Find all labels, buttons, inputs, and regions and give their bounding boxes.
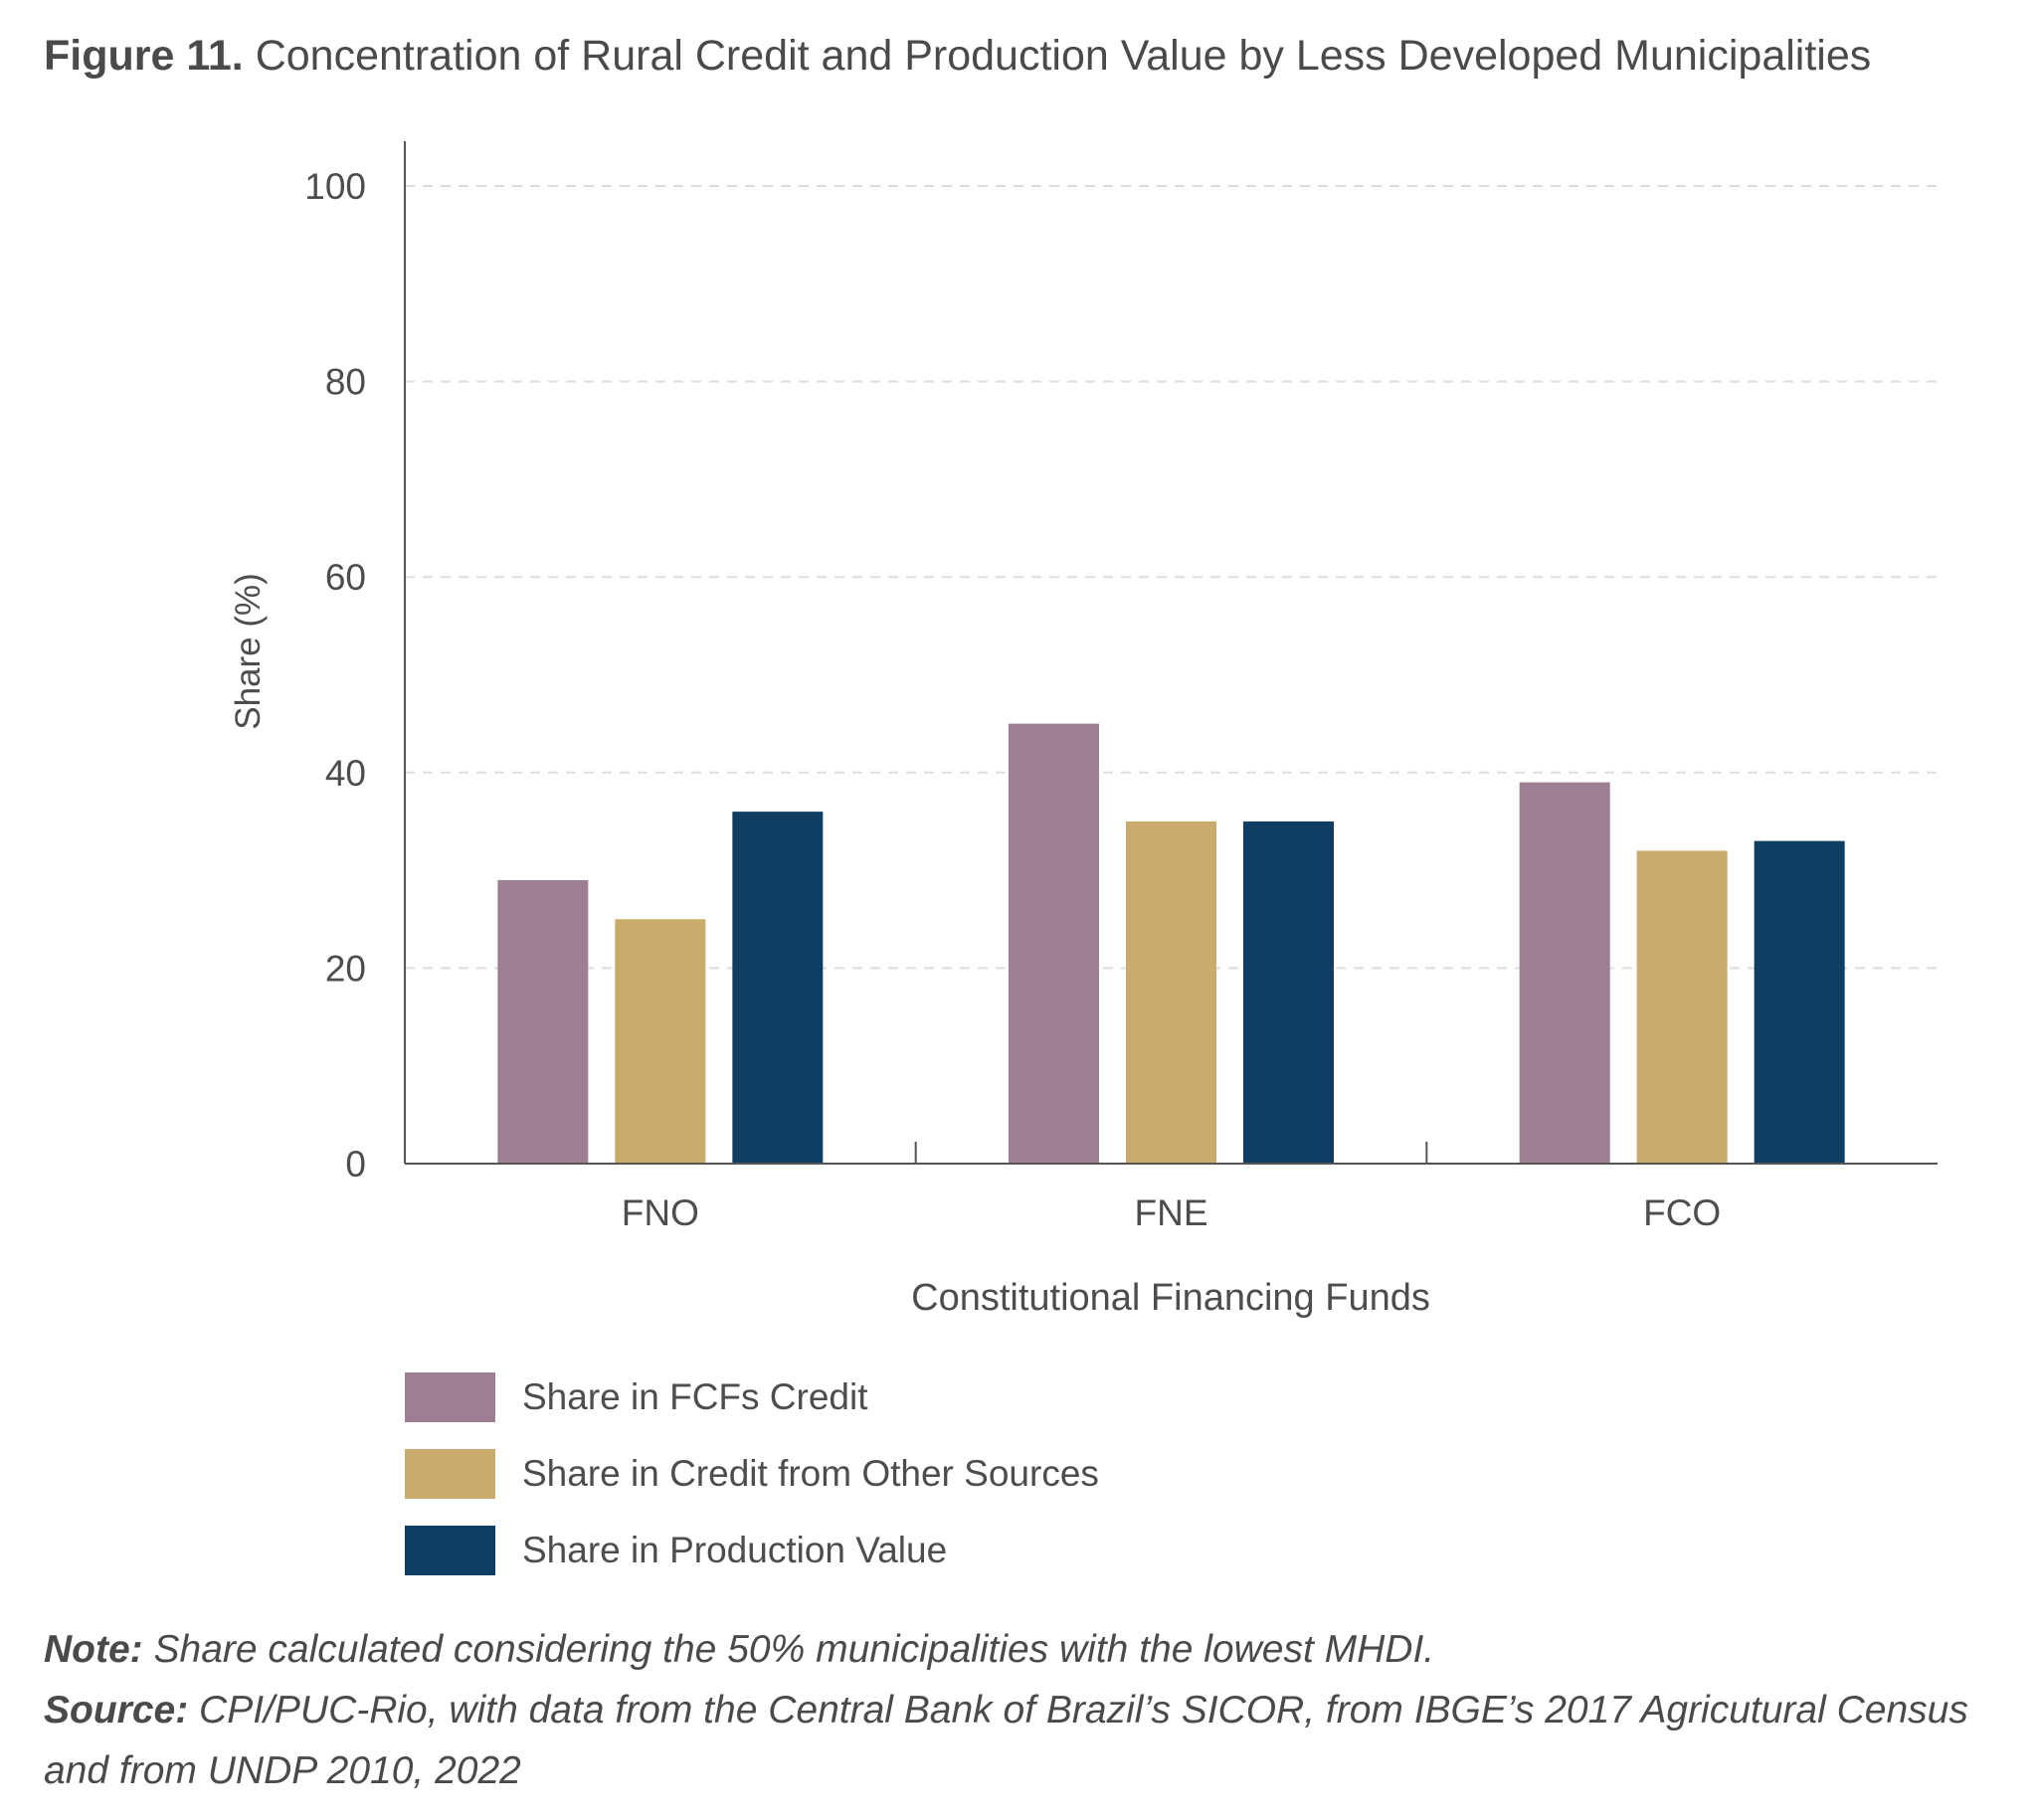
bar (615, 919, 706, 1164)
y-tick-label: 40 (325, 753, 366, 794)
tick-labels: 0 20 40 60 80 100 FNO FNE FCO (304, 166, 1721, 1233)
y-tick-label: 60 (325, 557, 366, 598)
source-label: Source: (44, 1689, 189, 1731)
legend-swatch (405, 1372, 495, 1422)
note-label: Note: (44, 1628, 143, 1671)
x-tick-label: FCO (1643, 1192, 1721, 1233)
y-tick-label: 20 (325, 948, 366, 989)
legend-swatch (405, 1449, 495, 1499)
bar (1754, 840, 1845, 1164)
y-tick-label: 100 (304, 166, 366, 207)
notes: Note: Share calculated considering the 5… (44, 1619, 2023, 1801)
note-text: Share calculated considering the 50% mun… (153, 1628, 1435, 1671)
y-tick-label: 80 (325, 362, 366, 403)
x-tick-label: FNO (622, 1192, 699, 1233)
x-axis-label: Constitutional Financing Funds (911, 1277, 1430, 1319)
bar (1519, 782, 1610, 1164)
figure-label: Figure 11. (44, 32, 244, 80)
y-tick-label: 0 (345, 1144, 366, 1184)
legend-label: Share in Credit from Other Sources (522, 1453, 1099, 1494)
legend: Share in FCFs Credit Share in Credit from… (405, 1372, 1099, 1575)
bar (1126, 820, 1216, 1164)
bar (1009, 723, 1099, 1164)
x-tick-label: FNE (1135, 1192, 1208, 1233)
legend-label: Share in Production Value (522, 1530, 947, 1570)
y-axis-label: Share (%) (229, 573, 268, 730)
bar (1636, 850, 1728, 1164)
source-line: Source: CPI/PUC-Rio, with data from the … (44, 1680, 2023, 1801)
figure-title-text: Concentration of Rural Credit and Produc… (255, 32, 1872, 80)
note-line: Note: Share calculated considering the 5… (44, 1619, 2023, 1680)
legend-swatch (405, 1526, 495, 1575)
bar (1243, 820, 1334, 1164)
bar (732, 812, 824, 1164)
legend-label: Share in FCFs Credit (522, 1376, 868, 1417)
bar-chart: 0 20 40 60 80 100 FNO FNE FCO Share (%) Constitu… (229, 141, 1938, 1575)
axes (404, 141, 1938, 1165)
figure-title: Figure 11. Concentration of Rural Credit… (44, 28, 1871, 84)
bar (497, 879, 589, 1164)
bars (497, 723, 1845, 1164)
source-text: CPI/PUC-Rio, with data from the Central … (44, 1689, 1968, 1792)
